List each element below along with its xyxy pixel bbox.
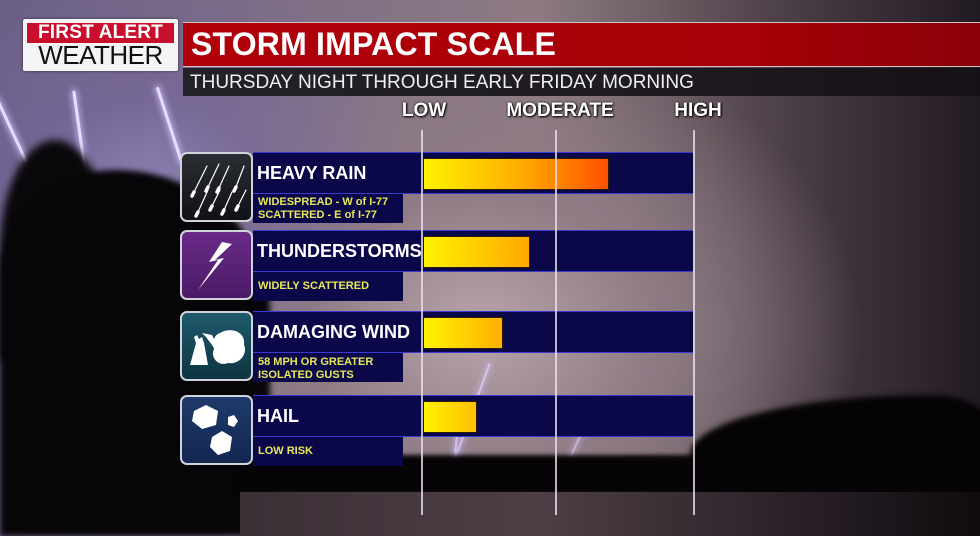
row-label: DAMAGING WIND — [257, 322, 410, 342]
logo-line2: WEATHER — [38, 40, 163, 70]
rain-icon — [180, 152, 253, 222]
hail-icon — [180, 395, 253, 465]
row-details: 58 MPH OR GREATER ISOLATED GUSTS — [253, 353, 403, 382]
impact-bar — [423, 317, 503, 349]
row-detail-line: SCATTERED - E of I-77 — [258, 209, 377, 221]
scale-gridline-high — [693, 130, 695, 515]
page-title: STORM IMPACT SCALE — [191, 26, 557, 62]
row-bar-track: HEAVY RAIN — [253, 152, 693, 194]
lightning-icon — [180, 230, 253, 300]
row-bar-track: DAMAGING WIND — [253, 311, 693, 353]
row-detail-line: LOW RISK — [258, 445, 313, 457]
impact-bar — [423, 401, 477, 433]
lake-water — [240, 492, 980, 536]
scale-label-high: HIGH — [674, 100, 722, 121]
scale-label-low: LOW — [401, 100, 447, 121]
row-bar-track: THUNDERSTORMS — [253, 230, 693, 272]
row-label: HEAVY RAIN — [257, 163, 367, 183]
row-detail-line: WIDESPREAD - W of I-77 — [258, 196, 389, 208]
impact-bar — [423, 236, 530, 268]
row-details: WIDELY SCATTERED — [253, 272, 403, 301]
scale-label-moderate: MODERATE — [506, 100, 614, 121]
title-band: STORM IMPACT SCALE — [183, 22, 980, 67]
page-subtitle: THURSDAY NIGHT THROUGH EARLY FRIDAY MORN… — [190, 72, 694, 93]
impact-bar — [423, 158, 609, 190]
row-label: THUNDERSTORMS — [257, 241, 422, 261]
row-details: WIDESPREAD - W of I-77 SCATTERED - E of … — [253, 194, 403, 223]
scale-gridline-moderate — [555, 130, 557, 515]
wind-damage-icon — [180, 311, 253, 381]
row-label: HAIL — [257, 406, 299, 426]
subtitle-band: THURSDAY NIGHT THROUGH EARLY FRIDAY MORN… — [183, 68, 980, 96]
row-detail-line: ISOLATED GUSTS — [258, 369, 354, 381]
first-alert-weather-logo: FIRST ALERT WEATHER — [23, 19, 178, 71]
row-details: LOW RISK — [253, 437, 403, 466]
row-detail-line: 58 MPH OR GREATER — [258, 356, 374, 368]
scale-gridline-low — [421, 130, 423, 515]
row-bar-track: HAIL — [253, 395, 693, 437]
logo-line1: FIRST ALERT — [27, 23, 174, 43]
row-detail-line: WIDELY SCATTERED — [258, 280, 370, 292]
